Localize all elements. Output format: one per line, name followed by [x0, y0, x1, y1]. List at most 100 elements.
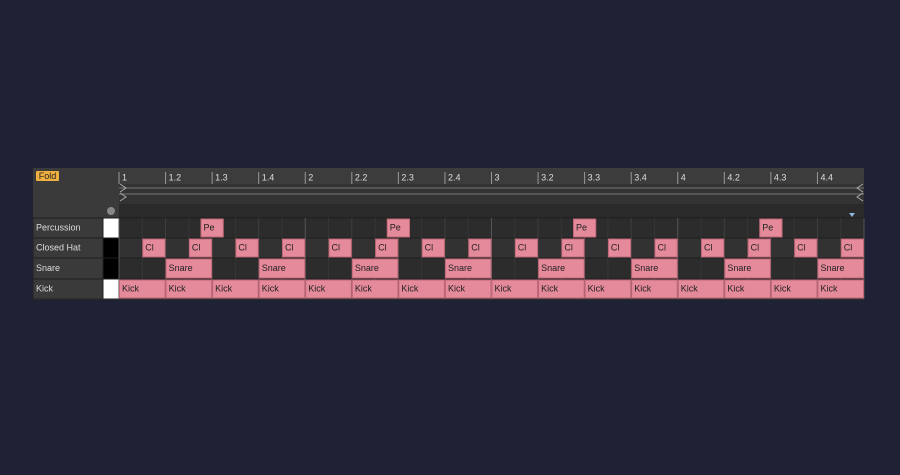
note[interactable]: [607, 238, 632, 258]
note-label: Cl: [797, 242, 806, 252]
note-label: Cl: [844, 242, 853, 252]
ruler-label: 1.2: [169, 172, 182, 182]
note[interactable]: [212, 279, 259, 299]
note[interactable]: [701, 238, 725, 258]
note[interactable]: [386, 218, 411, 238]
ruler-label: 4: [681, 172, 686, 182]
piano-key[interactable]: [102, 257, 120, 280]
note-label: Snare: [262, 263, 286, 273]
note-label: Kick: [588, 283, 606, 293]
note-label: Cl: [192, 242, 201, 252]
note-label: Kick: [401, 283, 419, 293]
row-label[interactable]: Closed Hat: [36, 242, 81, 252]
note[interactable]: [235, 238, 259, 258]
note-label: Cl: [611, 242, 620, 252]
ruler-label: 3.3: [588, 172, 601, 182]
note-label: Snare: [727, 263, 751, 273]
ruler-label: 2.2: [355, 172, 368, 182]
piano-key[interactable]: [102, 237, 120, 259]
note-label: Cl: [657, 242, 666, 252]
scroll-bar: [119, 204, 864, 218]
row-label[interactable]: Kick: [36, 283, 54, 293]
note-label: Snare: [541, 263, 565, 273]
note[interactable]: [724, 258, 771, 279]
note-label: Pe: [203, 222, 214, 232]
note-label: Cl: [332, 242, 341, 252]
ruler-label: 4.2: [727, 172, 740, 182]
note[interactable]: [398, 279, 445, 299]
note-label: Kick: [122, 283, 140, 293]
note-label: Snare: [169, 263, 193, 273]
note-label: Kick: [448, 283, 466, 293]
note[interactable]: [305, 279, 352, 299]
note[interactable]: [444, 279, 492, 299]
fold-label[interactable]: Fold: [39, 171, 57, 181]
note[interactable]: [165, 258, 213, 279]
note[interactable]: [794, 238, 818, 258]
ruler-label: 4.3: [774, 172, 787, 182]
ruler-label: 4.4: [820, 172, 833, 182]
note-label: Cl: [704, 242, 713, 252]
note[interactable]: [328, 238, 352, 258]
note[interactable]: [119, 279, 166, 299]
note[interactable]: [572, 218, 597, 238]
note[interactable]: [631, 258, 678, 279]
row-label[interactable]: Percussion: [36, 222, 81, 232]
note-label: Snare: [448, 263, 472, 273]
note-label: Cl: [425, 242, 434, 252]
note[interactable]: [258, 279, 306, 299]
note[interactable]: [817, 279, 864, 299]
note[interactable]: [142, 238, 166, 258]
note-label: Kick: [215, 283, 233, 293]
note-label: Cl: [145, 242, 154, 252]
note[interactable]: [200, 218, 224, 238]
note[interactable]: [165, 279, 213, 299]
note[interactable]: [759, 218, 783, 238]
note[interactable]: [724, 279, 771, 299]
note[interactable]: [654, 238, 678, 258]
note[interactable]: [631, 279, 678, 299]
piano-key[interactable]: [102, 278, 120, 300]
ruler-label: 1.3: [215, 172, 228, 182]
note[interactable]: [817, 258, 864, 279]
note[interactable]: [281, 238, 306, 258]
note[interactable]: [491, 279, 539, 299]
ruler-label: 2: [308, 172, 313, 182]
loop-markers: [119, 183, 864, 202]
note-label: Kick: [262, 283, 280, 293]
note[interactable]: [538, 279, 585, 299]
fold-button[interactable]: [36, 171, 59, 181]
note[interactable]: [188, 238, 213, 258]
note[interactable]: [770, 279, 818, 299]
row-label[interactable]: Snare: [36, 263, 60, 273]
note[interactable]: [351, 258, 399, 279]
scroll-arrow: [849, 213, 855, 217]
note-label: Kick: [774, 283, 792, 293]
ruler-label: 3.2: [541, 172, 554, 182]
note[interactable]: [258, 258, 306, 279]
note-label: Cl: [518, 242, 527, 252]
note-label: Kick: [541, 283, 559, 293]
note-label: Kick: [634, 283, 652, 293]
piano-key[interactable]: [102, 217, 120, 239]
ruler-label: 1.4: [262, 172, 275, 182]
note[interactable]: [421, 238, 445, 258]
note[interactable]: [538, 258, 585, 279]
note-label: Snare: [355, 263, 379, 273]
note[interactable]: [444, 258, 492, 279]
note-label: Pe: [576, 222, 587, 232]
preview-icon[interactable]: [107, 207, 115, 215]
note-label: Snare: [634, 263, 658, 273]
note[interactable]: [468, 238, 492, 258]
note-label: Cl: [564, 242, 573, 252]
note[interactable]: [514, 238, 539, 258]
note[interactable]: [747, 238, 771, 258]
note[interactable]: [561, 238, 585, 258]
note[interactable]: [584, 279, 632, 299]
note[interactable]: [351, 279, 399, 299]
note-label: Cl: [751, 242, 760, 252]
note[interactable]: [375, 238, 399, 258]
note[interactable]: [840, 238, 864, 258]
ruler-label: 2.4: [448, 172, 461, 182]
note[interactable]: [677, 279, 725, 299]
